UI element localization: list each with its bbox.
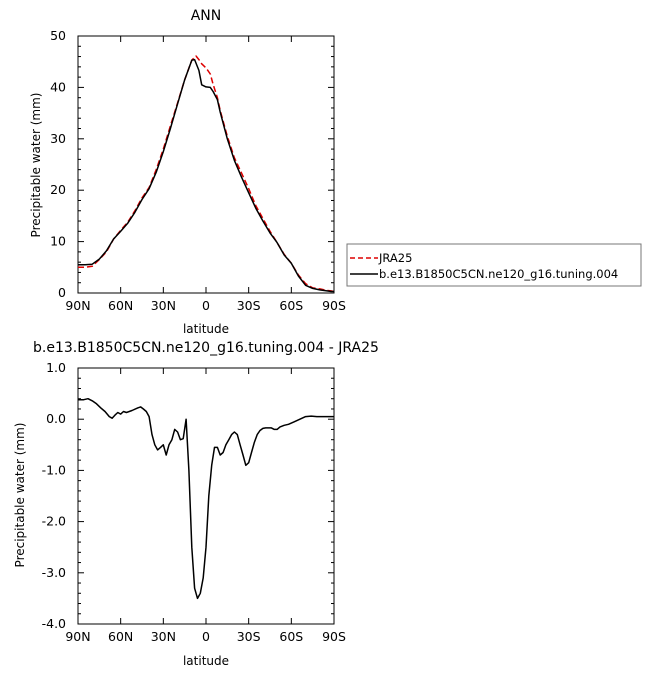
legend-label-jra25: JRA25 xyxy=(378,251,412,265)
top-plot-frame xyxy=(77,35,335,294)
top-y-tick-label: 30 xyxy=(50,131,66,146)
bottom-y-tick-label: -1.0 xyxy=(42,462,66,477)
bottom-y-axis-label: Precipitable water (mm) xyxy=(13,423,27,568)
top-y-tick-label: 10 xyxy=(50,234,66,249)
top-line-series-b-e13-b1850c5cn-ne120-g16-tuning-004 xyxy=(78,58,334,293)
bottom-x-tick-label: 30N xyxy=(151,629,176,644)
top-x-tick-label: 0 xyxy=(202,298,210,313)
top-y-tick-label: 0 xyxy=(58,285,66,300)
legend: JRA25 b.e13.B1850C5CN.ne120_g16.tuning.0… xyxy=(346,243,642,287)
bottom-panel: b.e13.B1850C5CN.ne120_g16.tuning.004 - J… xyxy=(13,340,379,668)
top-plot-area: 90N 60N 30N 0 30S 60S 90S 0 10 20 30 40 50 xyxy=(50,28,346,313)
bottom-y-tick-label: -3.0 xyxy=(42,565,66,580)
top-y-tick-label: 40 xyxy=(50,79,66,94)
legend-label-model: b.e13.B1850C5CN.ne120_g16.tuning.004 xyxy=(379,267,618,281)
bottom-y-tick-label: 1.0 xyxy=(46,360,66,375)
bottom-y-tick-label: -2.0 xyxy=(42,514,66,529)
bottom-x-tick-label: 90S xyxy=(322,629,346,644)
bottom-x-tick-label: 0 xyxy=(202,629,210,644)
top-x-tick-label: 60S xyxy=(279,298,303,313)
top-chart-title: ANN xyxy=(191,8,222,24)
top-x-tick-label: 90N xyxy=(65,298,90,313)
top-y-axis-label: Precipitable water (mm) xyxy=(29,93,43,238)
bottom-line-difference-series xyxy=(78,397,334,600)
top-x-tick-label: 30S xyxy=(237,298,261,313)
bottom-x-tick-label: 60N xyxy=(108,629,133,644)
bottom-x-tick-label: 60S xyxy=(279,629,303,644)
top-panel: ANN 90N 60N 30N 0 30S 60S 90S 0 10 20 30 40 50 latit… xyxy=(29,8,346,336)
bottom-x-axis-label: latitude xyxy=(183,654,229,668)
top-x-axis-label: latitude xyxy=(183,322,229,336)
bottom-x-tick-label: 90N xyxy=(65,629,90,644)
legend-box xyxy=(346,243,642,287)
top-x-tick-label: 90S xyxy=(322,298,346,313)
top-x-tick-label: 60N xyxy=(108,298,133,313)
bottom-y-tick-label: -4.0 xyxy=(42,616,66,631)
top-y-tick-label: 50 xyxy=(50,28,66,43)
top-line-series-jra25 xyxy=(78,55,335,293)
bottom-chart-title: b.e13.B1850C5CN.ne120_g16.tuning.004 - J… xyxy=(33,340,379,356)
top-y-tick-label: 20 xyxy=(50,182,66,197)
bottom-x-tick-label: 30S xyxy=(237,629,261,644)
bottom-plot-frame xyxy=(77,367,335,625)
bottom-plot-area: 90N 60N 30N 0 30S 60S 90S 1.0 0.0 -1.0 -2.0 -3.0 -4.… xyxy=(42,360,346,644)
top-x-tick-label: 30N xyxy=(151,298,176,313)
bottom-y-tick-label: 0.0 xyxy=(46,411,66,426)
